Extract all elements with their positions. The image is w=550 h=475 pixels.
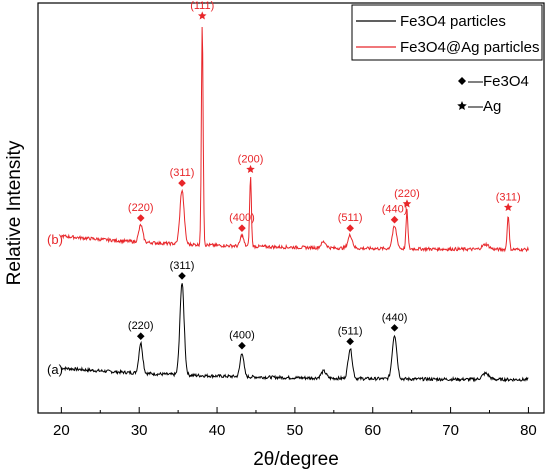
diamond-marker [390, 215, 399, 224]
diamond-marker [178, 179, 186, 187]
series-line-a [61, 283, 529, 383]
symbol-key: —Fe3O4 —Ag [457, 73, 529, 115]
plot-frame [37, 2, 545, 414]
diamond-marker [238, 341, 246, 350]
peak-label: (200) [238, 153, 264, 165]
x-tick-label: 60 [364, 422, 381, 439]
star-marker [503, 202, 513, 212]
peak-label: (111) [190, 0, 214, 12]
x-tick-label: 80 [520, 422, 537, 439]
series-layer: (a) (b) [47, 26, 529, 383]
plot-border [37, 2, 545, 414]
peak-label: (511) [338, 325, 363, 337]
peak-label: (311) [496, 191, 521, 203]
legend-label: Fe3O4@Ag particles [400, 39, 539, 56]
x-tick-label: 50 [287, 422, 304, 439]
peak-label: (440) [382, 312, 408, 324]
peak-label: (220) [128, 320, 154, 332]
peak-markers: (220) (311) (400) (511) (440) (220) (311) (111)… [128, 0, 521, 350]
symbol-key-label: —Fe3O4 [468, 73, 529, 90]
peak-label: (311) [170, 167, 195, 179]
symbol-key-label: —Ag [468, 98, 501, 115]
series-tag-b: (b) [47, 232, 63, 247]
star-marker [246, 164, 255, 174]
x-tick-label: 20 [53, 422, 70, 439]
peak-label: (311) [170, 260, 195, 272]
diamond-marker [346, 224, 354, 233]
x-axis-title: 2θ/degree [253, 449, 339, 470]
diamond-marker [238, 224, 246, 232]
peak-label: (220) [394, 188, 420, 200]
diamond-marker [346, 337, 354, 346]
diamond-marker [390, 324, 399, 332]
peak-label: (220) [128, 202, 154, 214]
star-marker [402, 199, 412, 208]
series-line-b [60, 26, 529, 253]
x-tick-label: 70 [442, 422, 459, 439]
x-axis-ticks: 20 30 40 50 60 70 80 [53, 407, 537, 439]
peak-label: (400) [229, 330, 255, 342]
peak-label: (400) [229, 212, 255, 224]
legend-frame [351, 4, 543, 61]
y-axis-title: Relative Intensity [4, 140, 25, 285]
diamond-marker [136, 214, 145, 222]
peak-label: (440) [382, 204, 408, 216]
peak-label: (511) [338, 212, 363, 224]
legend-label: Fe3O4 particles [400, 13, 506, 30]
x-tick-label: 40 [209, 422, 226, 439]
star-marker [457, 101, 467, 111]
star-marker [197, 11, 207, 20]
diamond-marker [136, 332, 145, 340]
diamond-marker [458, 77, 466, 85]
x-tick-label: 30 [131, 422, 148, 439]
diamond-marker [178, 272, 186, 280]
series-tag-a: (a) [47, 362, 63, 377]
legend: Fe3O4 particles Fe3O4@Ag particles [351, 4, 543, 61]
